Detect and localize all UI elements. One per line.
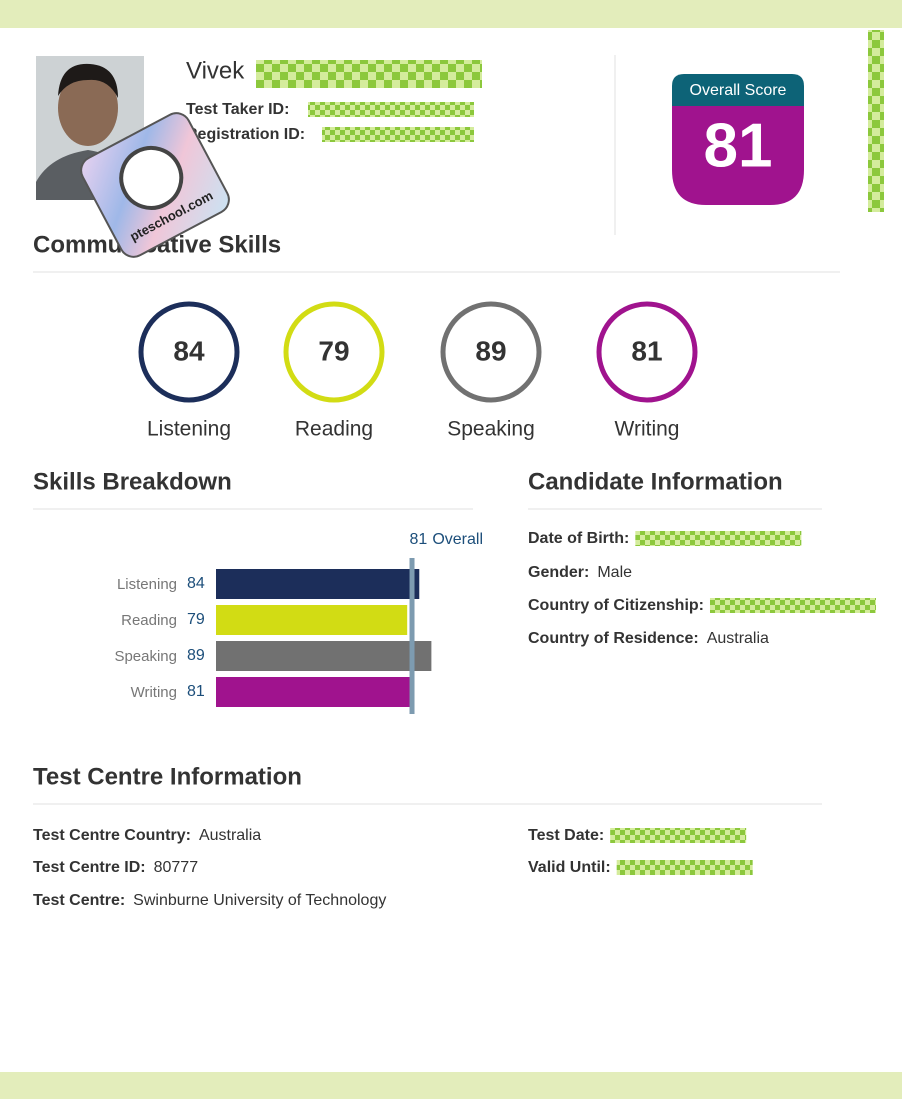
- bar-label: Reading: [121, 612, 177, 629]
- section-title: Skills Breakdown: [33, 468, 232, 495]
- field-label: Date of Birth:: [528, 530, 629, 547]
- field-label: Test Centre:: [33, 892, 125, 909]
- field-label: Valid Until:: [528, 859, 611, 876]
- redacted: [616, 860, 753, 875]
- candidate-name: Vivek: [186, 57, 245, 84]
- field-label: Gender:: [528, 564, 589, 581]
- skill-score: 79: [318, 335, 349, 366]
- field-value: 80777: [154, 859, 199, 876]
- side-strip: [868, 30, 884, 212]
- skill-name: Speaking: [447, 418, 535, 441]
- skill-name: Writing: [615, 418, 680, 441]
- overall-label: Overall: [432, 531, 483, 548]
- id-label: Test Taker ID:: [186, 101, 289, 118]
- watermark-logo: [119, 145, 184, 210]
- field-label: Test Centre ID:: [33, 859, 146, 876]
- field-value: Australia: [707, 630, 769, 647]
- field-label: Test Date:: [528, 827, 604, 844]
- redacted: [610, 828, 747, 843]
- skill-score: 89: [475, 335, 506, 366]
- skill-name: Reading: [295, 418, 373, 441]
- bar: [216, 641, 432, 671]
- field-value: Swinburne University of Technology: [133, 892, 386, 909]
- bottom-band: [0, 1072, 902, 1099]
- bar-label: Speaking: [114, 648, 177, 665]
- section-title: Candidate Information: [528, 468, 783, 495]
- skill-score: 84: [173, 335, 205, 366]
- id-label: Registration ID:: [186, 126, 305, 143]
- skill-name: Listening: [147, 418, 231, 441]
- overall-value: 81: [410, 531, 428, 548]
- field-value: Australia: [199, 827, 261, 844]
- skill-ring: [440, 301, 542, 403]
- field-label: Test Centre Country:: [33, 827, 191, 844]
- bar-score: 81: [187, 683, 205, 700]
- bar-score: 79: [187, 611, 205, 628]
- redacted: [709, 598, 876, 613]
- overall-score-label: Overall Score: [690, 82, 787, 99]
- redacted: [256, 60, 482, 88]
- field-label: Country of Citizenship:: [528, 597, 704, 614]
- bar-score: 89: [187, 647, 205, 664]
- bar: [216, 605, 408, 635]
- redacted: [635, 531, 802, 546]
- bar-label: Listening: [117, 576, 177, 593]
- skill-score: 81: [631, 335, 662, 366]
- skill-ring: [596, 301, 698, 403]
- bar-score: 84: [187, 575, 205, 592]
- skill-ring: [283, 301, 385, 403]
- redacted: [322, 127, 474, 142]
- bar-label: Writing: [131, 684, 177, 701]
- overall-marker: [409, 558, 415, 714]
- overall-score: 81: [704, 111, 773, 180]
- section-title: Test Centre Information: [33, 763, 302, 790]
- bar: [216, 569, 420, 599]
- field-value: Male: [597, 564, 632, 581]
- top-band: [0, 0, 902, 28]
- overall-score-badge: [672, 74, 804, 205]
- skill-ring: [138, 301, 240, 403]
- field-label: Country of Residence:: [528, 630, 699, 647]
- bar: [216, 677, 413, 707]
- redacted: [308, 102, 474, 117]
